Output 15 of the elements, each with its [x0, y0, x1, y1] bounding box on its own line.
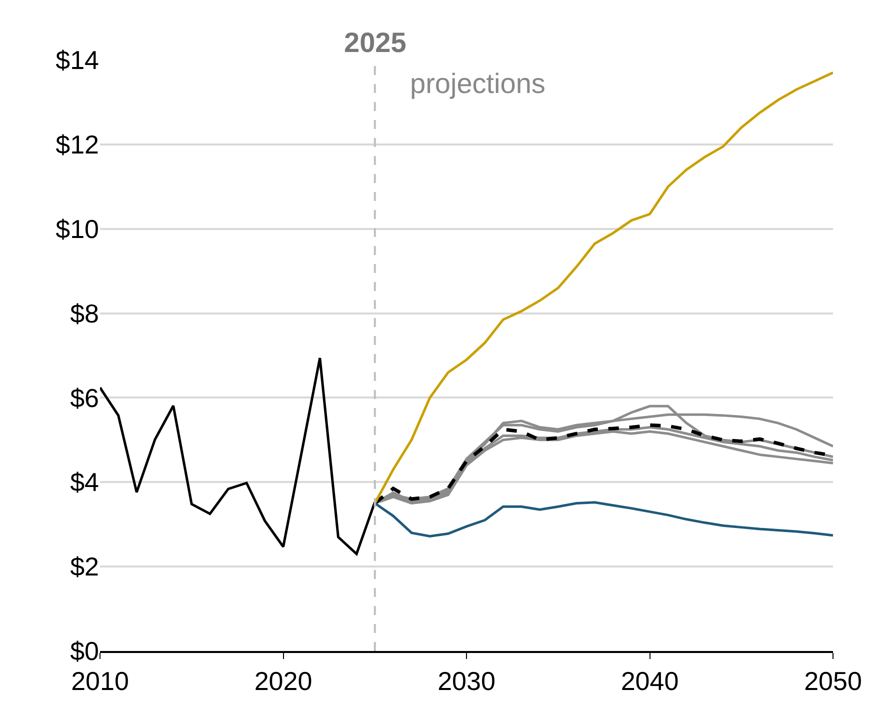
x-tick-label: 2010: [71, 666, 129, 696]
y-tick-label: $0: [70, 636, 99, 666]
y-tick-label: $6: [70, 382, 99, 413]
annotation: projections: [410, 68, 546, 99]
ref-line-label: 2025: [344, 27, 406, 58]
x-tick-label: 2030: [438, 666, 496, 696]
y-tick-label: $8: [70, 298, 99, 328]
y-tick-label: $14: [56, 45, 99, 76]
x-tick-label: 2050: [804, 666, 862, 696]
y-tick-label: $2: [70, 552, 99, 582]
y-tick-label: $10: [56, 214, 99, 244]
y-tick-label: $12: [56, 130, 99, 160]
x-tick-label: 2020: [254, 666, 312, 696]
y-tick-label: $4: [70, 467, 99, 498]
x-tick-label: 2040: [620, 666, 679, 696]
